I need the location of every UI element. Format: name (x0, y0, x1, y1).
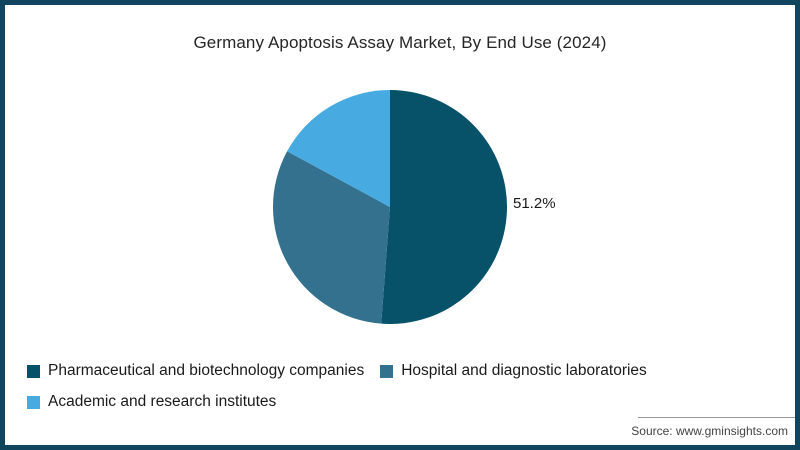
legend-row-2: Academic and research institutes (27, 393, 647, 411)
legend-item-pharma: Pharmaceutical and biotechnology compani… (27, 362, 364, 380)
legend-item-hospital: Hospital and diagnostic laboratories (380, 362, 647, 380)
pie-slice-hospital (273, 151, 390, 324)
pie-slice-pharma (381, 90, 507, 324)
source-text: Source: www.gminsights.com (631, 424, 788, 438)
legend-swatch-pharma (27, 364, 40, 378)
legend-item-academic: Academic and research institutes (27, 393, 276, 411)
legend-swatch-hospital (380, 364, 394, 378)
pie-slice-academic (287, 90, 390, 207)
chart-title: Germany Apoptosis Assay Market, By End U… (193, 33, 607, 52)
legend-label-hospital: Hospital and diagnostic laboratories (401, 362, 647, 379)
source-divider (638, 417, 795, 418)
pie-chart (273, 90, 507, 324)
legend-swatch-academic (27, 395, 40, 409)
legend-label-pharma: Pharmaceutical and biotechnology compani… (48, 362, 365, 379)
data-label-pharma-share: 51.2% (513, 195, 556, 212)
legend-label-academic: Academic and research institutes (48, 393, 277, 410)
legend: Pharmaceutical and biotechnology compani… (27, 362, 647, 411)
legend-row-1: Pharmaceutical and biotechnology compani… (27, 362, 647, 380)
